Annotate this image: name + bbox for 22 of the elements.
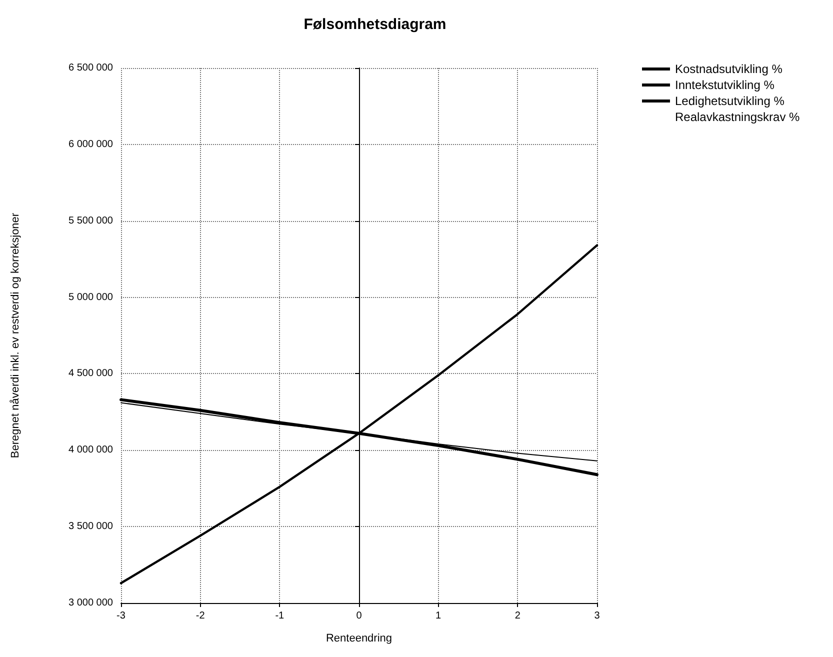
text: Realavkastningskrav % xyxy=(675,110,800,124)
y-tick-label: 4 500 000 xyxy=(68,368,114,380)
y-tick-label: 3 000 000 xyxy=(68,598,114,608)
x-tick-label: 3 xyxy=(594,610,600,622)
x-tick-label: 0 xyxy=(356,610,362,622)
x-axis-title: Renteendring xyxy=(326,632,392,644)
legend-label: Ledighetsutvikling % xyxy=(675,94,785,108)
x-tick-label: 2 xyxy=(514,610,521,622)
legend-label: Kostnadsutvikling % xyxy=(675,62,783,76)
y-tick-label: 5 000 000 xyxy=(68,292,114,303)
y-tick-label: 6 500 000 xyxy=(68,62,114,74)
y-axis-title: Beregnet nåverdi inkl. ev restverdi og korreksjoner xyxy=(10,212,22,458)
chart-title: Følsomhetsdiagram xyxy=(304,16,446,33)
legend-label: Inntekstutvikling % xyxy=(675,78,775,92)
x-tick-label: -3 xyxy=(116,610,126,622)
y-tick-label: 6 000 000 xyxy=(68,138,114,150)
y-tick-label: 3 500 000 xyxy=(68,521,114,532)
y-tick-label: 4 000 000 xyxy=(68,444,114,456)
x-tick-label: -2 xyxy=(196,610,206,622)
y-tick-label: 5 500 000 xyxy=(68,215,114,226)
x-tick-label: -1 xyxy=(275,610,285,622)
x-tick-label: 1 xyxy=(436,610,442,622)
